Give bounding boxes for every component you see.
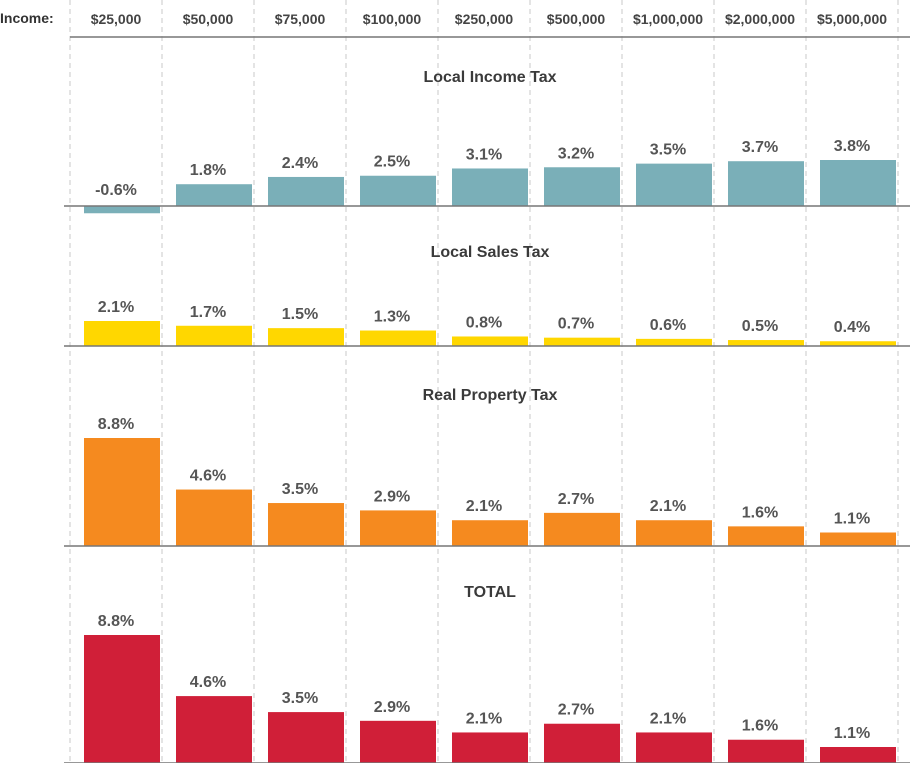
panel-income: Local Income Tax -0.6% 1.8% 2.4% 2.5% 3.1% 3.2…: [64, 69, 910, 214]
bar-value-label: 1.5%: [282, 306, 318, 323]
bar-value-label: 3.1%: [466, 146, 502, 163]
bar-total: [268, 712, 344, 763]
bar-value-label: 1.7%: [190, 304, 226, 321]
bar-property: [360, 510, 436, 546]
bar-value-label: 4.6%: [190, 468, 226, 485]
income-tick-label: $25,000: [91, 11, 142, 27]
bar-income: [728, 161, 804, 206]
panel-property: Real Property Tax 8.8% 4.6% 3.5% 2.9% 2.1% 2.7…: [64, 387, 910, 547]
bar-value-label: 1.8%: [190, 162, 226, 179]
bar-sales: [84, 321, 160, 346]
bar-value-label: 2.1%: [466, 498, 502, 515]
bar-sales: [728, 340, 804, 346]
panel-sales: Local Sales Tax 2.1% 1.7% 1.5% 1.3% 0.8% 0.7% 0…: [64, 244, 910, 347]
bar-value-label: 3.7%: [742, 139, 778, 156]
bar-property: [636, 520, 712, 546]
bar-income: [360, 175, 436, 206]
bar-value-label: 1.6%: [742, 718, 778, 735]
income-tick-label: $100,000: [363, 11, 422, 27]
bar-property: [176, 489, 252, 546]
bar-total: [728, 739, 804, 763]
bar-value-label: 0.7%: [558, 316, 594, 333]
bar-income: [820, 160, 896, 206]
bar-income: [84, 206, 160, 214]
bar-value-label: 3.5%: [282, 481, 318, 498]
bar-value-label: 2.7%: [558, 491, 594, 508]
bar-total: [84, 635, 160, 763]
income-tick-label: $2,000,000: [725, 11, 795, 27]
tax-panels: Local Income Tax -0.6% 1.8% 2.4% 2.5% 3.1% 3.2…: [64, 69, 910, 763]
bar-value-label: 0.4%: [834, 319, 870, 336]
bar-value-label: 2.1%: [650, 498, 686, 515]
bar-total: [176, 696, 252, 763]
income-tick-label: $250,000: [455, 11, 514, 27]
bar-total: [636, 732, 712, 763]
bar-sales: [360, 330, 436, 346]
bar-value-label: 0.6%: [650, 317, 686, 334]
bar-sales: [544, 337, 620, 346]
bar-value-label: 3.8%: [834, 138, 870, 155]
bar-total: [820, 747, 896, 763]
bar-value-label: 0.5%: [742, 318, 778, 335]
bar-value-label: 1.6%: [742, 504, 778, 521]
bar-property: [452, 520, 528, 546]
bar-value-label: 2.5%: [374, 154, 410, 171]
bar-income: [452, 168, 528, 206]
bar-total: [360, 720, 436, 763]
bar-value-label: -0.6%: [95, 182, 137, 199]
bar-sales: [820, 341, 896, 346]
panel-title: TOTAL: [464, 584, 516, 601]
income-tick-labels: $25,000 $50,000 $75,000 $100,000 $250,000 $50…: [91, 11, 888, 27]
bar-value-label: 2.1%: [466, 710, 502, 727]
bar-property: [820, 532, 896, 546]
bar-property: [268, 503, 344, 546]
income-header-label: Income:: [0, 10, 54, 26]
bar-sales: [176, 325, 252, 346]
bar-property: [728, 526, 804, 546]
bar-value-label: 2.7%: [558, 702, 594, 719]
panel-title: Real Property Tax: [423, 387, 558, 404]
bar-value-label: 0.8%: [466, 314, 502, 331]
bar-value-label: 3.5%: [650, 142, 686, 159]
bar-total: [452, 732, 528, 763]
bar-value-label: 2.9%: [374, 699, 410, 716]
bar-value-label: 1.1%: [834, 725, 870, 742]
bar-income: [176, 184, 252, 206]
bar-value-label: 2.1%: [650, 710, 686, 727]
income-tick-label: $1,000,000: [633, 11, 703, 27]
column-grid: [69, 0, 899, 763]
bar-value-label: 2.9%: [374, 488, 410, 505]
panel-title: Local Income Tax: [423, 69, 556, 86]
income-tick-label: $50,000: [183, 11, 234, 27]
bar-income: [268, 176, 344, 206]
bar-value-label: 1.3%: [374, 309, 410, 326]
bar-property: [84, 438, 160, 546]
income-tick-label: $75,000: [275, 11, 326, 27]
income-tick-label: $5,000,000: [817, 11, 887, 27]
bar-sales: [452, 336, 528, 346]
bar-value-label: 3.5%: [282, 690, 318, 707]
bar-property: [544, 512, 620, 546]
bar-value-label: 8.8%: [98, 416, 134, 433]
bar-income: [544, 167, 620, 206]
bar-sales: [636, 338, 712, 346]
panel-total: TOTAL 8.8% 4.6% 3.5% 2.9% 2.1% 2.7% 2.1% 1.6% 1.1…: [64, 584, 910, 763]
bar-value-label: 1.1%: [834, 511, 870, 528]
panel-title: Local Sales Tax: [431, 244, 550, 261]
bar-value-label: 4.6%: [190, 674, 226, 691]
bar-income: [636, 163, 712, 206]
bar-total: [544, 723, 620, 763]
income-tick-label: $500,000: [547, 11, 606, 27]
bar-value-label: 3.2%: [558, 145, 594, 162]
bar-value-label: 2.1%: [98, 299, 134, 316]
bar-sales: [268, 328, 344, 346]
bar-value-label: 2.4%: [282, 155, 318, 172]
bar-value-label: 8.8%: [98, 613, 134, 630]
